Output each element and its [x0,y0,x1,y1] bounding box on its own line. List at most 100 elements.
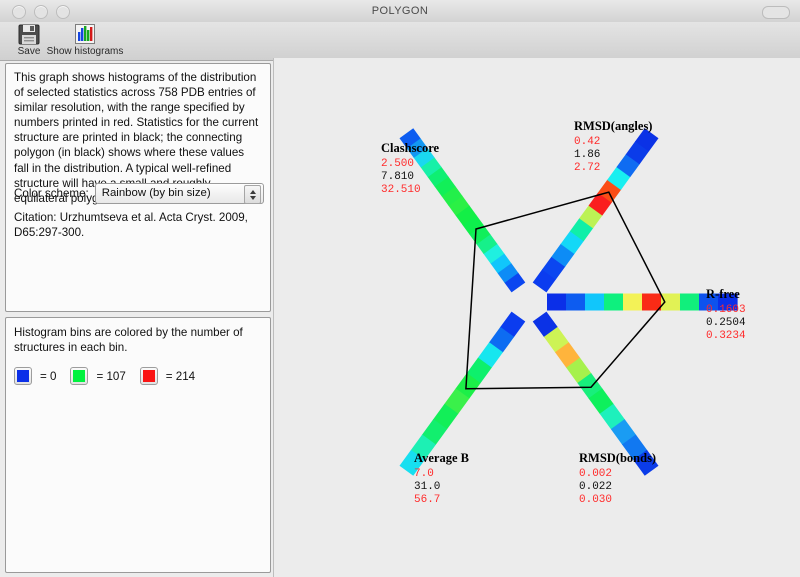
axis-min-value: 2.500 [381,158,414,170]
histogram-bin [699,293,719,311]
axis-min-value: 7.0 [414,468,434,480]
histogram-bin [462,214,484,235]
histogram-bin [441,185,463,206]
color-scheme-row: Color scheme: Rainbow (by bin size) [14,183,264,204]
histogram-bin [483,243,505,264]
legend-description: Histogram bins are colored by the number… [14,326,243,355]
histogram-bin [444,388,470,415]
histogram-bin [680,293,700,311]
toolbar-toggle-button[interactable] [762,6,790,19]
histogram-bin [642,293,662,311]
axis-min-value: 0.42 [574,136,600,148]
axis-value-value: 7.810 [381,171,414,183]
axis-max-value: 0.3234 [706,330,746,342]
legend-label-max: = 214 [165,369,196,383]
histogram-bin [585,293,605,311]
show-histograms-button[interactable]: Show histograms [40,23,130,57]
axis-title: RMSD(angles) [574,119,652,133]
color-scheme-select[interactable]: Rainbow (by bin size) [94,183,264,204]
histogram-bin [500,311,526,338]
histogram-bin [566,293,586,311]
legend-label-mid: = 107 [96,369,126,383]
histogram-bin [455,205,477,226]
ray-r_free [547,293,738,311]
axis-value-value: 0.022 [579,481,612,493]
minimize-button[interactable] [34,5,48,19]
histogram-bin [622,434,648,461]
histogram-bin [577,373,603,399]
histogram-bin [547,293,567,311]
legend-label-min: = 0 [40,369,57,383]
axis-value-value: 0.2504 [706,317,746,329]
histogram-bin [604,293,624,311]
window-title: POLYGON [371,5,429,17]
histogram-rays-group [399,128,738,476]
ray-average_b [399,311,526,476]
legend-swatch-min-color [17,370,29,382]
histogram-bin [718,293,738,311]
legend-swatch-mid [70,367,89,385]
histogram-bin [466,357,492,384]
axis-value-value: 1.86 [574,149,600,161]
legend-swatch-min [14,367,32,385]
legend-panel: Histogram bins are colored by the number… [5,317,271,573]
info-panel: This graph shows histograms of the distr… [5,63,271,312]
axis-max-value: 0.030 [579,494,612,506]
polygon-graph: Clashscore 2.500 7.810 32.510 RMSD(angles) 0.… [273,58,800,577]
floppy-disk-icon [16,23,42,45]
histogram-bin [566,357,592,384]
axis-min-value: 0.002 [579,468,612,480]
bar-chart-icon [73,23,97,45]
ray-clashscore [399,128,526,293]
axis-label-average_b: Average B 7.031.056.7 [414,451,469,506]
window-controls[interactable] [12,5,70,19]
axis-title: Average B [414,451,469,465]
legend-swatch-mid-color [73,370,86,382]
histogram-bin [633,449,659,476]
close-button[interactable] [12,5,26,19]
histogram-bin [588,388,614,415]
histogram-bin [448,195,470,216]
axis-max-value: 32.510 [381,184,421,196]
zoom-button[interactable] [56,5,70,19]
histogram-bin [490,253,512,274]
structure-polygon-outline [465,191,666,390]
histogram-bin [406,137,428,158]
axis-title: Clashscore [381,141,440,155]
axis-label-rmsd_angles: RMSD(angles) 0.421.862.72 [574,119,652,174]
stepper-arrows-icon[interactable] [244,185,261,204]
histogram-bin [543,326,570,353]
axis-min-value: 0.1603 [706,304,746,316]
histogram-bin [504,272,526,293]
save-button[interactable]: Save [0,23,58,57]
histogram-bin [476,233,498,255]
histogram-bin [477,342,503,369]
color-scheme-label: Color scheme: [14,187,89,200]
histogram-bin [635,128,659,152]
axis-max-value: 2.72 [574,162,600,174]
histogram-bin [410,434,436,461]
legend-swatch-row: = 0 = 107 = 214 [14,367,209,385]
show-histograms-button-label: Show histograms [46,46,124,57]
ray-rmsd_bonds [532,311,659,476]
save-button-label: Save [17,46,41,57]
legend-swatch-max-color [142,370,155,382]
histogram-bin [420,157,442,178]
axis-title: RMSD(bonds) [579,451,656,465]
toolbar: Save Show histograms [0,22,800,61]
citation-text: Citation: Urzhumtseva et al. Acta Cryst.… [14,211,248,240]
histogram-bin [488,326,515,353]
histogram-bin [421,419,448,446]
histogram-bin [555,342,581,369]
histogram-bin [623,293,643,311]
title-bar: POLYGON [0,0,800,23]
histogram-bin [610,419,637,446]
histogram-bin [399,128,421,149]
histogram-bin [434,176,456,197]
histogram-bin [497,262,519,283]
